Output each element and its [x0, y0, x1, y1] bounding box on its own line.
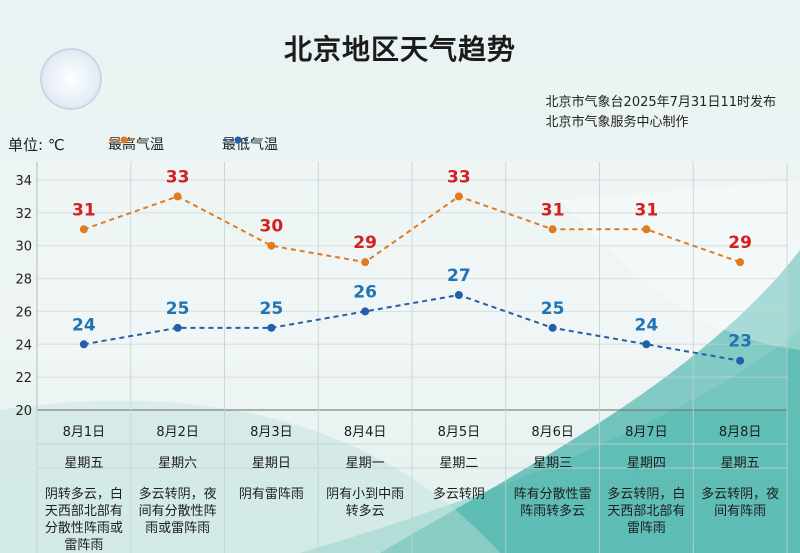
- legend-min: 最低气温: [222, 134, 278, 154]
- data-label-max: 31: [541, 200, 565, 220]
- forecast-day: 8月8日星期五多云转阴，夜间有阵雨: [693, 420, 787, 520]
- y-tick-label: 30: [15, 240, 32, 255]
- date-label: 8月4日: [343, 425, 387, 440]
- data-point-max: [736, 258, 745, 267]
- weekday-label: 星期日: [251, 456, 291, 471]
- y-tick-label: 34: [15, 174, 32, 189]
- condition-text: 阴转多云，白天西部北部有分散性阵雨或雷阵雨: [44, 487, 123, 553]
- data-point-min: [548, 323, 557, 332]
- date-label: 8月2日: [156, 425, 199, 440]
- date-label: 8月7日: [625, 425, 668, 440]
- data-label-max: 33: [166, 167, 190, 187]
- weekday-label: 星期四: [626, 456, 666, 471]
- series-line-min: [83, 293, 741, 362]
- data-label-min: 25: [260, 299, 284, 319]
- date-label: 8月6日: [531, 425, 574, 440]
- condition-text: 多云转阴，夜间有阵雨: [701, 487, 780, 519]
- data-point-min: [173, 323, 182, 332]
- data-label-min: 24: [635, 315, 659, 335]
- condition-text: 多云转阴，白天西部北部有雷阵雨: [607, 487, 686, 536]
- legend-max-marker: [109, 136, 139, 144]
- data-point-min: [267, 323, 276, 332]
- data-point-max: [173, 192, 182, 201]
- weekday-label: 星期五: [64, 456, 104, 471]
- y-tick-label: 20: [15, 404, 32, 419]
- forecast-day: 8月2日星期六多云转阴，夜间有分散性阵雨或雷阵雨: [131, 420, 225, 537]
- legend-min-marker: [223, 136, 253, 144]
- publisher-info: 北京市气象台2025年7月31日11时发布 北京市气象服务中心制作: [546, 93, 776, 133]
- condition-text: 阴有雷阵雨: [238, 487, 304, 502]
- data-point-min: [642, 340, 651, 349]
- data-point-min: [361, 307, 370, 316]
- data-label-max: 30: [260, 217, 284, 237]
- condition-text: 多云转阴: [432, 487, 485, 502]
- y-tick-label: 28: [15, 273, 32, 288]
- data-label-max: 31: [72, 200, 96, 220]
- data-label-min: 23: [728, 332, 752, 352]
- meteorological-service-logo: [40, 48, 102, 110]
- data-point-max: [548, 225, 557, 234]
- forecast-day: 8月5日星期二多云转阴: [412, 420, 506, 503]
- y-tick-label: 26: [15, 305, 32, 320]
- data-point-max: [642, 225, 651, 234]
- weekday-label: 星期六: [158, 456, 198, 471]
- condition-text: 多云转阴，夜间有分散性阵雨或雷阵雨: [138, 487, 217, 536]
- data-label-max: 29: [728, 233, 752, 253]
- publisher-line-2: 北京市气象服务中心制作: [545, 115, 689, 130]
- weekday-label: 星期三: [533, 456, 573, 471]
- unit-label: 单位: ℃: [8, 136, 65, 154]
- publisher-line-1: 北京市气象台2025年7月31日11时发布: [545, 95, 776, 110]
- legend-max: 最高气温: [108, 134, 164, 154]
- data-label-min: 25: [541, 299, 565, 319]
- y-tick-label: 22: [15, 371, 32, 386]
- data-label-max: 33: [447, 167, 471, 187]
- forecast-day: 8月4日星期一阴有小到中雨转多云: [318, 420, 412, 520]
- data-point-max: [267, 241, 276, 250]
- forecast-day: 8月3日星期日阴有雷阵雨: [225, 420, 319, 503]
- forecast-day: 8月1日星期五阴转多云，白天西部北部有分散性阵雨或雷阵雨: [37, 420, 131, 553]
- condition-text: 阴有小到中雨转多云: [326, 487, 405, 519]
- weekday-label: 星期五: [720, 456, 760, 471]
- data-point-min: [736, 356, 745, 365]
- data-label-max: 29: [353, 233, 377, 253]
- bg-wave-mid: [300, 330, 800, 553]
- weekday-label: 星期二: [439, 456, 479, 471]
- bg-wave-dark: [380, 250, 800, 553]
- data-label-min: 26: [353, 282, 377, 302]
- date-label: 8月3日: [250, 425, 293, 440]
- data-label-max: 31: [635, 200, 659, 220]
- bg-wave-left: [0, 400, 500, 553]
- bg-wave-light: [560, 180, 800, 350]
- y-tick-label: 24: [15, 338, 32, 353]
- data-point-min: [454, 291, 463, 299]
- date-label: 8月5日: [437, 425, 481, 440]
- data-label-min: 27: [447, 266, 471, 286]
- forecast-day: 8月6日星期三阵有分散性雷阵雨转多云: [506, 420, 600, 520]
- data-label-min: 25: [166, 299, 190, 319]
- date-label: 8月1日: [62, 425, 106, 440]
- page-title: 北京地区天气趋势: [283, 33, 516, 66]
- date-label: 8月8日: [718, 425, 762, 440]
- condition-text: 阵有分散性雷阵雨转多云: [513, 487, 592, 519]
- forecast-day: 8月7日星期四多云转阴，白天西部北部有雷阵雨: [600, 420, 694, 537]
- data-label-min: 24: [72, 315, 96, 335]
- weekday-label: 星期一: [345, 456, 385, 471]
- data-point-max: [454, 192, 463, 201]
- y-tick-label: 32: [15, 207, 32, 222]
- data-point-min: [79, 340, 88, 349]
- data-point-max: [361, 258, 370, 267]
- data-point-max: [79, 225, 88, 234]
